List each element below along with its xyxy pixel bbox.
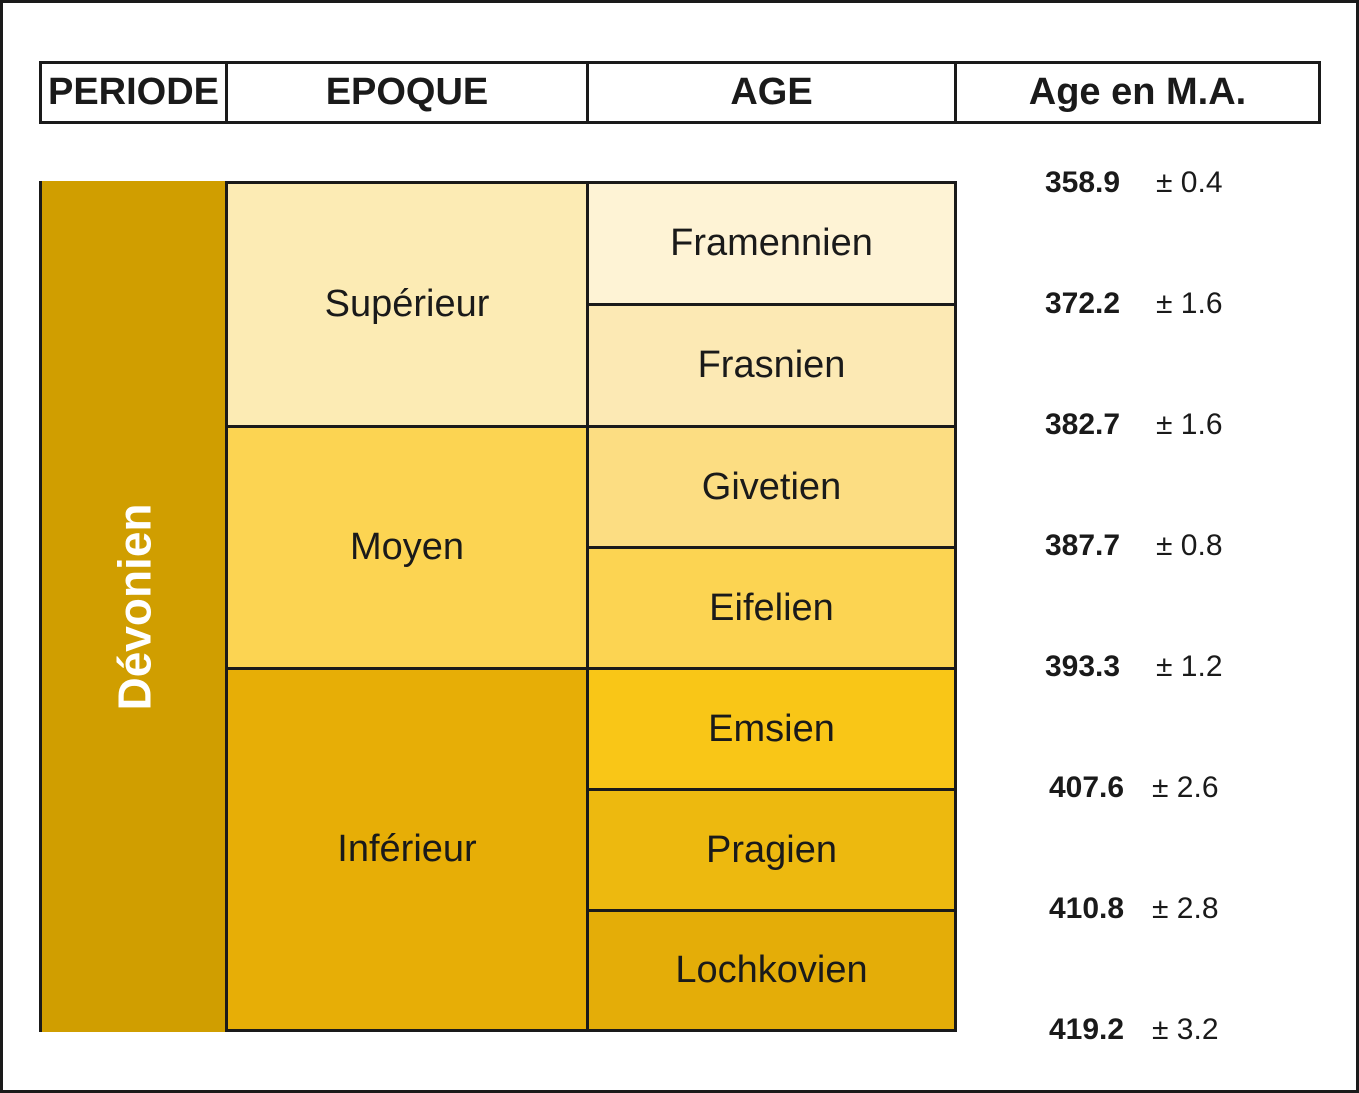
header-age: AGE [586,61,957,124]
age-emsien: Emsien [586,667,957,791]
age-framennien: Framennien [586,181,957,306]
boundary-age-error: ± 2.6 [1152,771,1219,804]
boundary-age-value: 387.7 [1045,529,1121,562]
epoch-inferieur: Inférieur [225,667,589,1032]
boundary-age-error: ± 1.6 [1156,408,1223,441]
age-lochkovien-label: Lochkovien [675,949,868,991]
boundary-age-error: ± 1.2 [1156,650,1223,683]
boundary-age-value: 393.3 [1045,650,1121,683]
boundary-age-value: 372.2 [1045,287,1121,320]
age-givetien-label: Givetien [701,465,842,508]
epoch-inferieur-label: Inférieur [337,828,477,870]
age-emsien-label: Emsien [708,707,835,750]
boundary-age-value: 410.8 [1049,892,1125,925]
age-eifelien: Eifelien [586,546,957,670]
boundary-age-error: ± 0.4 [1156,166,1223,199]
boundary-age-error: ± 3.2 [1152,1013,1219,1046]
age-eifelien-label: Eifelien [709,586,834,629]
header-periode-label: PERIODE [47,71,220,113]
boundary-age-error: ± 1.6 [1156,287,1223,320]
header-periode: PERIODE [39,61,228,124]
header-age-ma: Age en M.A. [954,61,1321,124]
epoch-superieur-label: Supérieur [324,283,490,325]
boundary-age-value: 358.9 [1045,166,1121,199]
boundary-age: 419.2 ± 3.2 [1049,1010,1219,1050]
header-age-ma-label: Age en M.A. [1028,71,1247,113]
epoch-superieur: Supérieur [225,181,589,428]
boundary-age: 387.7 ± 0.8 [1045,526,1223,566]
epoch-moyen: Moyen [225,425,589,670]
age-pragien: Pragien [586,788,957,912]
age-lochkovien: Lochkovien [586,909,957,1032]
boundary-age-value: 382.7 [1045,408,1121,441]
age-pragien-label: Pragien [706,828,837,871]
boundary-age-value: 419.2 [1049,1013,1125,1046]
boundary-age: 410.8 ± 2.8 [1049,889,1219,929]
boundary-age: 407.6 ± 2.6 [1049,768,1219,808]
boundary-age-value: 407.6 [1049,771,1125,804]
header-epoque: EPOQUE [225,61,589,124]
header-age-label: AGE [730,71,813,113]
boundary-age-error: ± 2.8 [1152,892,1219,925]
age-givetien: Givetien [586,425,957,549]
age-frasnien: Frasnien [586,303,957,428]
boundary-age: 358.9 ± 0.4 [1045,163,1223,203]
epoch-moyen-label: Moyen [349,526,465,568]
age-frasnien-label: Frasnien [697,344,846,386]
boundary-age: 382.7 ± 1.6 [1045,405,1223,445]
period-devonien-label: Dévonien [109,502,162,711]
boundary-age: 372.2 ± 1.6 [1045,284,1223,324]
period-devonien: Dévonien [39,181,228,1032]
header-epoque-label: EPOQUE [325,71,489,113]
boundary-age: 393.3 ± 1.2 [1045,647,1223,687]
boundary-age-error: ± 0.8 [1156,529,1223,562]
age-framennien-label: Framennien [670,222,873,264]
